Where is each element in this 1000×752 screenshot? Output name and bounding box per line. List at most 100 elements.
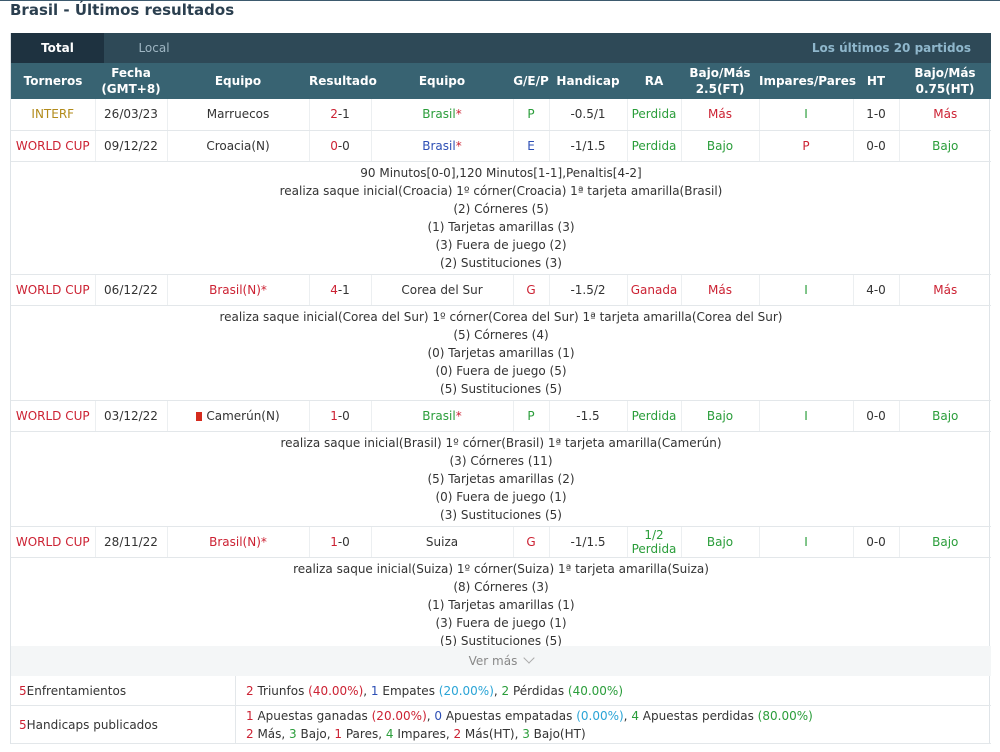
table-row: WORLD CUP 06/12/22 Brasil(N)* 4-1 Corea del …	[11, 274, 991, 306]
score-home: 2	[330, 107, 338, 122]
wins-pct: (40.00%)	[308, 683, 364, 698]
gep-cell: E	[513, 130, 550, 162]
score-cell[interactable]: 1-0	[309, 526, 372, 558]
detail-line: (5) Sustituciones (5)	[440, 633, 562, 648]
detail-line: (0) Fuera de juego (1)	[435, 489, 567, 504]
detail-line: realiza saque inicial(Corea del Sur) 1º …	[219, 309, 783, 324]
ou075-cell: Bajo	[899, 400, 991, 432]
detail-line: 90 Minutos[0-0],120 Minutos[1-1],Penalti…	[360, 165, 642, 180]
tournament-cell[interactable]: WORLD CUP	[11, 400, 96, 432]
home-team-name[interactable]: Brasil(N)	[209, 534, 261, 549]
title-rule	[0, 0, 1000, 1]
ou-pares-count: 1	[334, 726, 343, 741]
date-cell: 28/11/22	[95, 526, 168, 558]
tournament-cell[interactable]: INTERF	[11, 99, 96, 131]
tournament-cell[interactable]: WORLD CUP	[11, 130, 96, 162]
away-team-cell[interactable]: Brasil*	[371, 130, 514, 162]
red-card-icon	[196, 411, 203, 421]
handicap-cell: -1.5/2	[549, 274, 628, 306]
chevron-down-icon	[523, 652, 536, 664]
away-team-name[interactable]: Brasil	[422, 138, 456, 153]
home-team-name[interactable]: Camerún(N)	[206, 408, 280, 423]
home-star: *	[260, 282, 267, 297]
score-home: 1	[330, 534, 338, 549]
detail-line: (1) Tarjetas amarillas (1)	[427, 597, 575, 612]
tournament-cell[interactable]: WORLD CUP	[11, 274, 96, 306]
away-team-name[interactable]: Corea del Sur	[401, 282, 483, 297]
ra-line: Perdida	[631, 138, 677, 153]
away-team-cell[interactable]: Brasil*	[371, 99, 514, 131]
ht-cell: 4-0	[853, 274, 900, 306]
tab-local[interactable]: Local	[138, 41, 170, 55]
home-team-cell[interactable]: Brasil(N)*	[167, 526, 310, 558]
away-team-cell[interactable]: Brasil*	[371, 400, 514, 432]
date-cell: 06/12/22	[95, 274, 168, 306]
bets-won-label: Apuestas ganadas	[253, 708, 372, 723]
home-team-cell[interactable]: Marruecos	[167, 99, 310, 131]
ou075-cell: Más	[899, 99, 991, 131]
ra-line: Perdida	[631, 408, 677, 423]
detail-line: realiza saque inicial(Suiza) 1º córner(S…	[293, 561, 709, 576]
odd-even-cell: I	[759, 400, 854, 432]
away-team-cell[interactable]: Suiza	[371, 526, 514, 558]
ra-cell: Perdida	[627, 99, 682, 131]
ou25-cell: Más	[681, 99, 760, 131]
score-cell[interactable]: 0-0	[309, 130, 372, 162]
ou-bajo-ht-count: 3	[522, 726, 530, 741]
score-home: 4	[330, 282, 338, 297]
home-team-cell[interactable]: Brasil(N)*	[167, 274, 310, 306]
handicap-cell: -0.5/1	[549, 99, 628, 131]
bets-lost-pct: (80.00%)	[757, 708, 813, 723]
ou-bajo-count: 3	[289, 726, 297, 741]
ra-cell: Ganada	[627, 274, 682, 306]
ht-cell: 1-0	[853, 99, 900, 131]
ra-cell: Perdida	[627, 400, 682, 432]
match-detail-cell: realiza saque inicial(Corea del Sur) 1º …	[11, 305, 991, 401]
match-detail-cell: realiza saque inicial(Suiza) 1º córner(S…	[11, 557, 991, 653]
column-header: Torneros	[11, 63, 95, 99]
ver-mas-button[interactable]: Ver más	[11, 646, 991, 676]
detail-line: (5) Tarjetas amarillas (2)	[427, 471, 575, 486]
home-team-cell[interactable]: Croacia(N)	[167, 130, 310, 162]
tab-total[interactable]: Total	[11, 33, 104, 63]
detail-line: (1) Tarjetas amarillas (3)	[427, 219, 575, 234]
matches-count: 5	[19, 683, 27, 698]
table-row: WORLD CUP 09/12/22 Croacia(N) 0-0 Brasil* E -1…	[11, 130, 991, 162]
home-team-name[interactable]: Brasil(N)	[209, 282, 261, 297]
column-header: Bajo/Más 0.75(HT)	[899, 63, 991, 99]
home-team-name[interactable]: Marruecos	[206, 107, 270, 122]
away-team-cell[interactable]: Corea del Sur	[371, 274, 514, 306]
away-team-name[interactable]: Brasil	[422, 408, 456, 423]
column-header: HT	[853, 63, 899, 99]
score-cell[interactable]: 2-1	[309, 99, 372, 131]
ou-mas-label: Más,	[253, 726, 290, 741]
handicaps-count: 5	[19, 717, 27, 732]
away-team-name[interactable]: Suiza	[425, 534, 459, 549]
table-header: Torneros Fecha (GMT+8) Equipo Resultado Equip…	[11, 63, 991, 99]
match-detail-row: 90 Minutos[0-0],120 Minutos[1-1],Penalti…	[11, 161, 991, 275]
home-team-cell[interactable]: Camerún(N)	[167, 400, 310, 432]
score-home: 0	[330, 138, 338, 153]
ou-bajo-label: Bajo,	[296, 726, 335, 741]
ra-line: Perdida	[631, 107, 677, 122]
match-detail-row: realiza saque inicial(Suiza) 1º córner(S…	[11, 557, 991, 653]
wins-label: Triunfos	[253, 683, 309, 698]
gep-cell: P	[513, 99, 550, 131]
home-team-name[interactable]: Croacia(N)	[206, 138, 270, 153]
last-matches-filter[interactable]: Los últimos 20 partidos	[811, 41, 971, 55]
score-away: 0	[342, 138, 350, 153]
summary: 5 Enfrentamientos 2 Triunfos (40.00%), 1…	[11, 676, 991, 744]
away-team-name[interactable]: Brasil	[422, 107, 456, 122]
column-header: Equipo	[371, 63, 513, 99]
matches-label: Enfrentamientos	[26, 683, 127, 698]
score-away: 0	[342, 408, 350, 423]
detail-line: (5) Córneres (4)	[453, 327, 549, 342]
ht-cell: 0-0	[853, 130, 900, 162]
column-header: Equipo	[167, 63, 309, 99]
summary-bets: 1 Apuestas ganadas (20.00%), 0 Apuestas …	[246, 708, 813, 741]
score-cell[interactable]: 1-0	[309, 400, 372, 432]
score-cell[interactable]: 4-1	[309, 274, 372, 306]
bets-won-count: 1	[246, 708, 254, 723]
tournament-cell[interactable]: WORLD CUP	[11, 526, 96, 558]
ou-mas-ht-count: 2	[453, 726, 462, 741]
